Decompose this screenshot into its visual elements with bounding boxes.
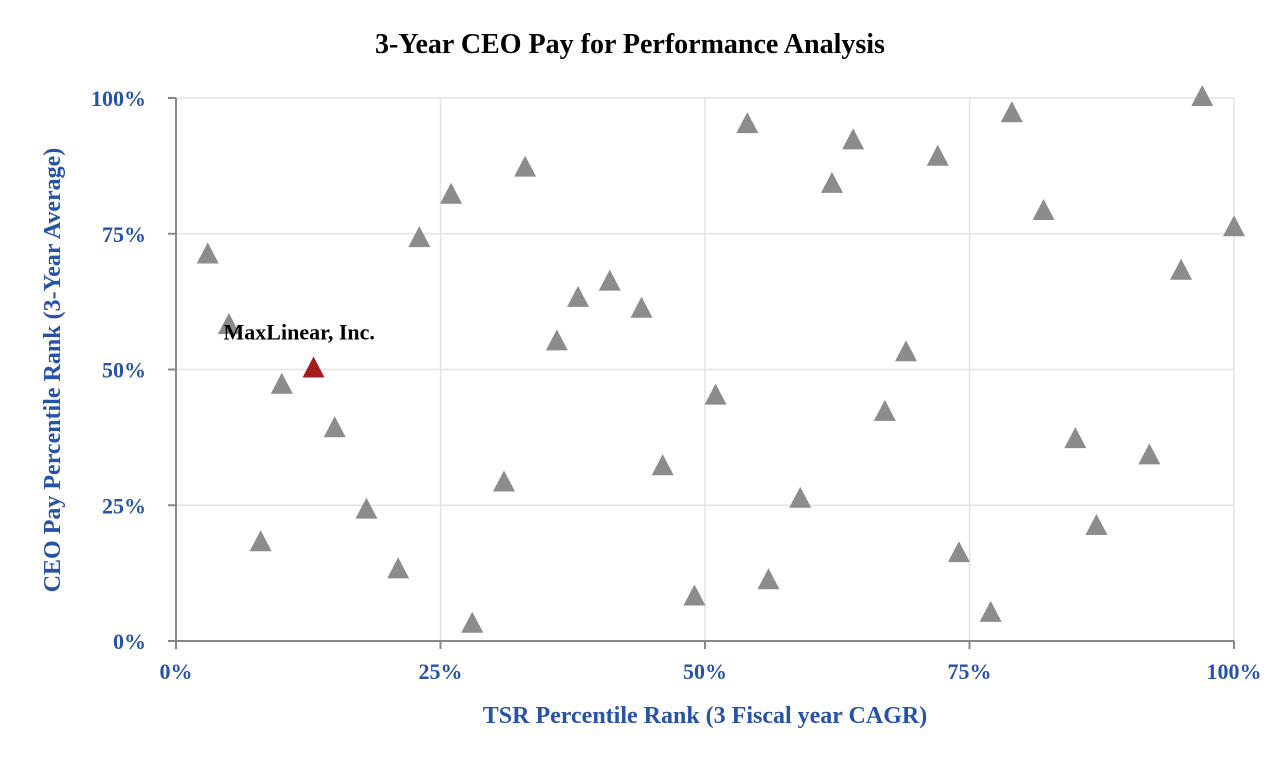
peer-point [947,541,970,563]
gridlines [176,97,1235,641]
y-tick-label: 75% [102,222,146,247]
x-tick-label: 50% [683,659,727,684]
peer-point [598,269,621,291]
x-tick-label: 100% [1207,659,1262,684]
peer-point [704,383,727,405]
peer-point [196,242,219,264]
peer-point [440,182,463,204]
peer-point [1000,101,1023,123]
peer-point [789,486,812,508]
peer-point [545,329,568,351]
peer-point [820,171,843,193]
y-tick-label: 0% [113,629,146,654]
peer-point [1138,443,1161,465]
y-axis-title: CEO Pay Percentile Rank (3-Year Average) [40,148,66,593]
x-axis-title: TSR Percentile Rank (3 Fiscal year CAGR) [483,703,927,729]
peer-point [1170,258,1193,280]
peer-point [492,470,515,492]
chart-title: 3-Year CEO Pay for Performance Analysis [375,29,885,60]
peer-point [1223,215,1245,237]
peer-point [1032,199,1055,221]
axes [168,97,1235,649]
peer-point [387,557,410,579]
peer-point [408,226,431,248]
maxlinear-annotation: MaxLinear, Inc. [224,320,375,345]
peer-point [567,285,590,307]
peer-point [355,497,378,519]
y-tick-label: 25% [102,493,146,518]
peer-point [1064,427,1087,449]
peer-point [757,568,780,590]
peer-point [895,340,918,362]
peer-point [249,530,272,552]
peer-point [630,296,653,318]
peer-point [461,611,484,633]
x-tick-label: 25% [419,659,463,684]
peer-point [873,399,896,421]
peer-point [514,155,537,177]
peer-point [926,144,949,166]
y-tick-label: 100% [91,86,146,111]
peer-point [683,584,706,606]
peer-point [270,372,293,394]
peer-point [979,600,1002,622]
annotations: MaxLinear, Inc. [224,320,375,345]
y-tick-label: 50% [102,358,146,383]
x-tick-label: 75% [948,659,992,684]
x-tick-label: 0% [160,659,193,684]
peer-point [1085,513,1108,535]
peer-point [651,454,674,476]
tick-labels: 0% 25% 50% 75% 100% 0% 25% 50% 75% 100% [91,86,1262,684]
data-points [196,84,1245,633]
maxlinear-point [302,356,325,378]
peer-point [736,112,759,134]
peer-point [1191,84,1214,106]
peer-point [842,128,865,150]
peer-point [323,416,346,438]
peer-point [217,313,240,335]
